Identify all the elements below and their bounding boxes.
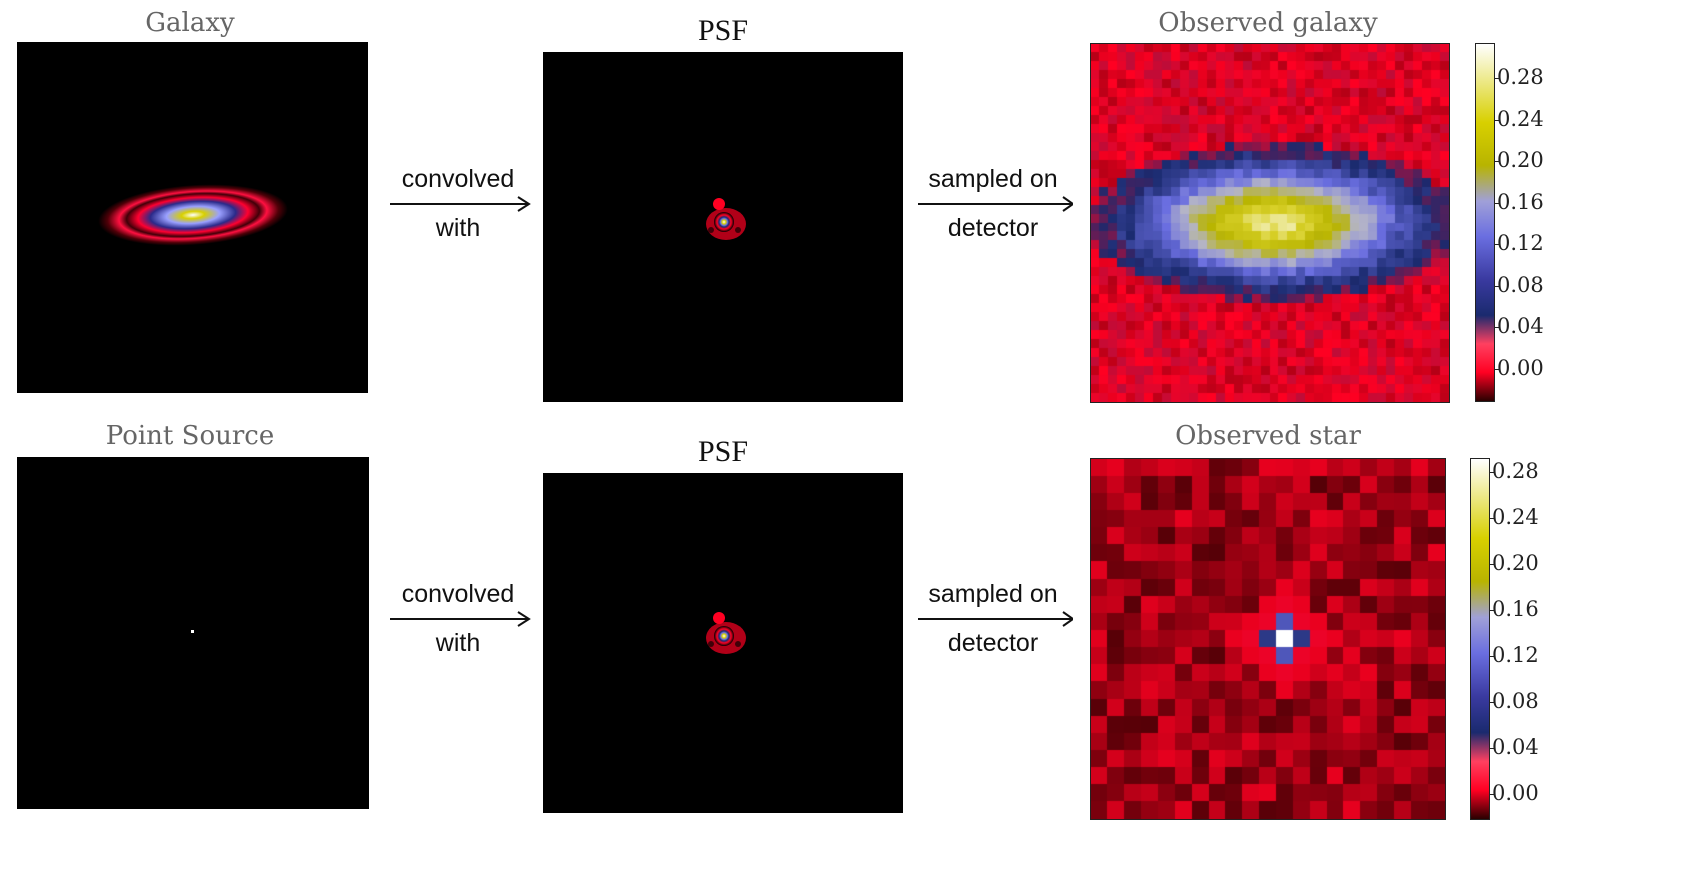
arrow-label-bottom: with — [435, 629, 481, 657]
arrow-label-top: sampled on — [928, 580, 1058, 608]
colorbar-tick-label: 0.16 — [1492, 597, 1539, 621]
colorbar-tick-label: 0.20 — [1497, 148, 1544, 172]
point-source-title: Point Source — [105, 421, 275, 451]
colorbar-tick-label: 0.28 — [1492, 459, 1539, 483]
psf-image — [706, 612, 746, 654]
convolve-arrow-2: convolved with — [378, 580, 538, 658]
point-source-image — [191, 630, 194, 633]
colorbar-tickmark — [1489, 610, 1495, 611]
arrow-label-top: convolved — [401, 580, 515, 608]
colorbar-tick-label: 0.12 — [1492, 643, 1539, 667]
colorbar-tickmark — [1489, 656, 1495, 657]
colorbar-tickmark — [1494, 327, 1500, 328]
observed-galaxy-title: Observed galaxy — [1158, 8, 1378, 38]
psf-panel-1 — [543, 52, 903, 402]
colorbar-tickmark — [1494, 161, 1500, 162]
colorbar-tickmark — [1494, 285, 1500, 287]
colorbar-tickmark — [1489, 518, 1495, 519]
right-arrow-icon — [918, 611, 1073, 627]
psf-title-1: PSF — [697, 14, 749, 47]
colorbar-tick-label: 0.08 — [1497, 272, 1544, 297]
colorbar-tickmark — [1494, 368, 1500, 370]
observed-galaxy-image — [1091, 44, 1449, 402]
colorbar-tick-label: 0.08 — [1492, 689, 1539, 713]
psf-title-2: PSF — [697, 435, 749, 468]
observed-star-title: Observed star — [1175, 421, 1361, 451]
colorbar-tick-label: 0.04 — [1497, 314, 1544, 338]
sample-arrow-2: sampled on detector — [913, 580, 1073, 658]
arrow-label-bottom: detector — [947, 214, 1039, 242]
convolve-arrow-1: convolved with — [378, 165, 538, 243]
colorbar-tick-label: 0.24 — [1492, 505, 1539, 529]
colorbar-tickmark — [1494, 244, 1500, 245]
colorbar-tickmark — [1489, 702, 1495, 703]
colorbar-tickmark — [1489, 794, 1495, 795]
colorbar-tickmark — [1489, 748, 1495, 749]
point-source-panel — [17, 457, 369, 809]
colorbar-tick-label: 0.28 — [1497, 65, 1544, 89]
colorbar-tick-label: 0.20 — [1492, 551, 1539, 575]
observed-star-panel — [1090, 458, 1446, 820]
arrow-label-top: convolved — [401, 165, 515, 193]
galaxy-title: Galaxy — [145, 8, 235, 38]
galaxy-image — [98, 184, 288, 246]
psf-image — [706, 198, 746, 240]
colorbar-2 — [1470, 458, 1490, 820]
colorbar-tick-label: 0.24 — [1497, 106, 1544, 131]
colorbar-tick-label: 0.00 — [1497, 355, 1544, 380]
observed-galaxy-panel — [1090, 43, 1450, 403]
colorbar-tickmark — [1494, 119, 1500, 121]
sample-arrow-1: sampled on detector — [913, 165, 1073, 243]
observed-star-image — [1091, 459, 1445, 819]
colorbar-tick-label: 0.00 — [1492, 781, 1539, 805]
colorbar-tick-label: 0.04 — [1492, 735, 1539, 759]
colorbar-1 — [1475, 43, 1495, 402]
colorbar-tick-label: 0.16 — [1497, 189, 1544, 214]
right-arrow-icon — [390, 196, 531, 212]
colorbar-tick-label: 0.12 — [1497, 231, 1544, 255]
arrow-label-top: sampled on — [928, 165, 1058, 193]
arrow-label-bottom: with — [435, 214, 481, 242]
colorbar-tickmark — [1489, 564, 1495, 565]
colorbar-tickmark — [1494, 202, 1500, 204]
colorbar-tickmark — [1489, 472, 1495, 473]
colorbar-tickmark — [1494, 78, 1500, 79]
arrow-label-bottom: detector — [947, 629, 1039, 657]
right-arrow-icon — [390, 611, 531, 627]
psf-panel-2 — [543, 473, 903, 813]
galaxy-panel — [17, 42, 368, 393]
right-arrow-icon — [918, 196, 1073, 212]
